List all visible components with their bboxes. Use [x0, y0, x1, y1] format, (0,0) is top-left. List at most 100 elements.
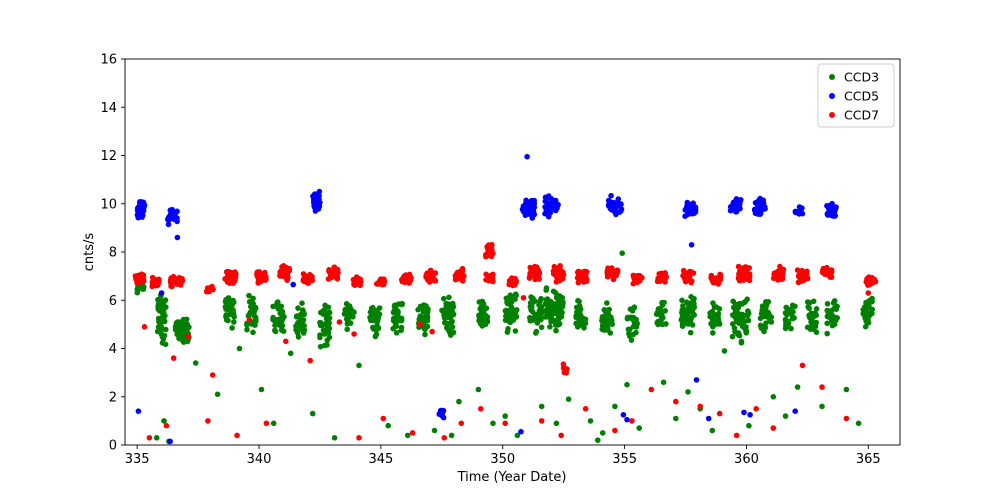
legend-marker-ccd3	[829, 74, 835, 80]
scatter-point	[155, 296, 161, 303]
x-tick-label: 365	[856, 452, 881, 467]
scatter-point	[804, 299, 811, 305]
scatter-point	[316, 199, 322, 206]
scatter-point	[156, 318, 163, 325]
scatter-point	[205, 418, 211, 424]
scatter-point	[550, 288, 557, 295]
scatter-point	[600, 325, 606, 332]
scatter-point	[133, 276, 139, 282]
scatter-point	[415, 306, 421, 313]
scatter-point	[248, 304, 254, 310]
scatter-point	[624, 416, 630, 423]
scatter-point	[174, 234, 181, 241]
scatter-point	[813, 319, 819, 326]
x-axis-label: Time (Year Date)	[457, 470, 567, 485]
scatter-point	[770, 425, 777, 431]
x-axis-ticks: 335 340 345 350 355 360 365	[125, 445, 881, 467]
scatter-point	[759, 303, 766, 310]
x-tick-label: 355	[612, 452, 637, 467]
scatter-point	[559, 269, 566, 275]
scatter-point	[408, 275, 414, 281]
scatter-point	[813, 306, 820, 312]
scatter-point	[295, 334, 302, 340]
scatter-point	[505, 297, 512, 304]
scatter-point	[263, 276, 269, 283]
legend: CCD3 CCD5 CCD7	[817, 63, 895, 128]
scatter-point	[162, 312, 168, 319]
scatter-point	[326, 309, 333, 316]
scatter-point	[799, 362, 806, 369]
scatter-point	[679, 297, 685, 304]
scatter-point	[604, 300, 610, 306]
scatter-point	[599, 430, 606, 436]
scatter-point	[732, 328, 738, 335]
scatter-point	[490, 420, 496, 427]
scatter-point	[226, 311, 232, 318]
scatter-point	[693, 377, 700, 383]
scatter-point	[825, 308, 831, 315]
scatter-point	[710, 323, 716, 330]
scatter-point	[843, 415, 850, 422]
scatter-point	[792, 408, 798, 415]
scatter-point	[394, 311, 400, 318]
scatter-point	[456, 398, 462, 405]
scatter-point	[558, 432, 564, 439]
scatter-point	[606, 306, 612, 313]
scatter-point	[294, 313, 300, 319]
scatter-point	[783, 304, 789, 311]
scatter-point	[753, 406, 759, 412]
scatter-point	[625, 326, 632, 333]
scatter-point	[322, 342, 328, 349]
scatter-point	[236, 345, 243, 352]
scatter-point	[604, 325, 611, 331]
scatter-point	[485, 252, 492, 258]
scatter-point	[161, 418, 167, 424]
scatter-point	[554, 321, 561, 328]
scatter-point	[258, 276, 264, 283]
scatter-point	[484, 318, 491, 325]
scatter-point	[739, 301, 745, 307]
scatter-point	[409, 430, 416, 436]
scatter-point	[746, 422, 752, 429]
scatter-point	[740, 318, 747, 325]
scatter-point	[301, 323, 308, 329]
scatter-point	[528, 200, 534, 207]
scatter-point	[633, 316, 639, 323]
scatter-point	[553, 327, 559, 334]
scatter-point	[714, 278, 721, 285]
scatter-point	[225, 317, 231, 324]
scatter-point	[459, 268, 466, 275]
scatter-point	[545, 213, 552, 220]
scatter-point	[543, 287, 549, 293]
scatter-point	[312, 208, 319, 214]
scatter-point	[860, 311, 866, 317]
scatter-point	[731, 304, 737, 310]
scatter-point	[829, 200, 835, 207]
scatter-point	[158, 290, 165, 296]
x-tick-label: 340	[247, 452, 272, 467]
scatter-point	[741, 409, 747, 416]
scatter-point	[420, 308, 427, 315]
scatter-point	[794, 210, 801, 216]
scatter-point	[736, 320, 742, 326]
scatter-point	[758, 310, 765, 317]
y-tick-label: 8	[109, 246, 117, 261]
scatter-point	[709, 427, 716, 434]
scatter-point	[429, 270, 436, 276]
scatter-point	[282, 267, 288, 274]
scatter-point	[277, 268, 284, 275]
scatter-point	[561, 369, 568, 376]
scatter-point	[788, 325, 794, 332]
scatter-point	[659, 299, 665, 306]
scatter-point	[436, 411, 443, 417]
scatter-point	[170, 355, 177, 361]
scatter-point	[537, 298, 543, 305]
scatter-point	[734, 312, 741, 318]
y-tick-label: 12	[100, 149, 117, 164]
scatter-point	[283, 338, 289, 345]
axes-frame	[124, 58, 901, 446]
scatter-point	[611, 199, 617, 206]
scatter-point	[287, 350, 294, 357]
scatter-point	[765, 314, 772, 321]
legend-marker-ccd7	[829, 112, 835, 118]
